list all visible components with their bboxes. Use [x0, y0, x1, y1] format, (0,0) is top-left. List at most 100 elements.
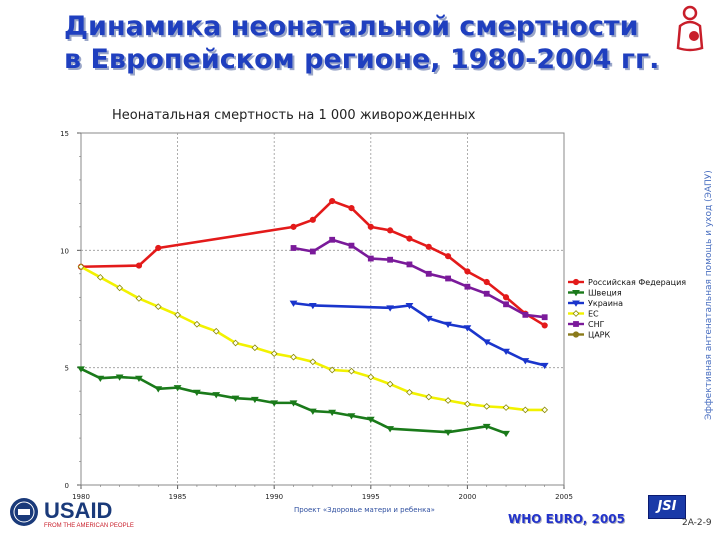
plot-area — [80, 132, 565, 486]
legend-item: ЦАРК — [568, 331, 611, 340]
data-point — [174, 311, 181, 319]
data-point — [77, 366, 85, 373]
data-point — [444, 321, 452, 328]
legend-label: Украина — [588, 299, 623, 308]
slide-code: 2A-2-9 — [682, 518, 712, 528]
data-point — [541, 406, 549, 414]
data-point — [348, 242, 355, 249]
data-point — [309, 248, 316, 255]
data-point — [444, 397, 452, 404]
data-point — [502, 294, 510, 301]
x-tick-label: 2000 — [458, 493, 476, 501]
data-point — [386, 426, 395, 433]
series-3 — [289, 300, 549, 370]
data-point — [251, 344, 259, 352]
legend-swatch-marker — [572, 290, 580, 297]
data-point — [425, 393, 433, 401]
legend-label: ЦАРК — [588, 331, 611, 340]
legend-item: Российская Федерация — [568, 278, 686, 287]
data-point — [289, 300, 298, 307]
data-point — [387, 227, 394, 234]
data-point — [77, 263, 85, 271]
y-tick-label: 5 — [65, 365, 69, 373]
x-tick-label: 1995 — [362, 493, 380, 501]
data-point — [212, 327, 220, 335]
x-tick-label: 2005 — [555, 493, 573, 501]
data-point — [521, 358, 530, 365]
data-point — [541, 314, 548, 321]
data-point — [483, 403, 491, 410]
data-point — [445, 275, 451, 282]
mother-child-logo — [672, 4, 712, 58]
data-point — [193, 389, 201, 397]
data-point — [386, 380, 394, 388]
axis-ticks: 1980 1985 1990 1995 2000 2005 0 5 10 15 — [60, 130, 573, 501]
series-2 — [77, 366, 510, 438]
data-point — [503, 301, 509, 308]
series-layer — [77, 197, 549, 438]
data-point — [309, 216, 316, 223]
data-point — [406, 388, 413, 396]
data-point — [482, 423, 491, 431]
data-point — [289, 400, 298, 407]
data-point — [116, 284, 124, 292]
footer-project: Проект «Здоровье матери и ребенка» — [294, 506, 435, 514]
data-point — [482, 339, 491, 346]
data-point — [464, 400, 471, 408]
usaid-tagline: FROM THE AMERICAN PEOPLE — [44, 523, 134, 529]
data-point — [387, 256, 394, 263]
data-point — [425, 270, 432, 277]
data-point — [367, 373, 375, 381]
data-point — [328, 366, 336, 374]
data-point — [348, 367, 355, 375]
data-point — [96, 273, 104, 281]
series-line — [293, 238, 545, 319]
y-tick-label: 0 — [65, 482, 69, 490]
data-point — [308, 302, 317, 310]
legend-item: ЕС — [568, 310, 599, 319]
data-point — [424, 315, 433, 323]
legend-label: ЕС — [588, 310, 599, 319]
series-4 — [77, 263, 549, 414]
data-point — [406, 235, 413, 242]
legend-item: СНГ — [568, 320, 605, 329]
usaid-logo: USAID FROM THE AMERICAN PEOPLE — [8, 496, 148, 534]
data-point — [154, 303, 162, 311]
data-point — [366, 416, 375, 424]
data-point — [155, 244, 162, 252]
data-point — [154, 386, 163, 393]
data-point — [250, 396, 259, 404]
x-tick-label: 1990 — [265, 493, 283, 501]
data-point — [521, 406, 529, 414]
data-point — [328, 409, 337, 416]
jsi-logo: JSI — [648, 495, 686, 519]
data-point — [96, 375, 105, 382]
data-point — [367, 223, 374, 230]
grid-lines — [81, 133, 564, 485]
slide-title: Динамика неонатальной смертности в Европ… — [64, 11, 660, 75]
data-point — [444, 429, 452, 436]
data-point — [329, 236, 336, 243]
data-point — [406, 261, 413, 268]
data-point — [231, 395, 240, 402]
data-point — [540, 362, 549, 370]
legend-item: Швеция — [568, 289, 622, 298]
data-point — [464, 283, 471, 290]
legend-swatch-marker — [572, 310, 580, 317]
data-point — [290, 223, 297, 230]
x-tick-label: 1985 — [169, 493, 187, 501]
data-point — [290, 245, 297, 251]
source-label: WHO EURO, 2005 — [508, 512, 625, 526]
data-point — [347, 413, 356, 420]
legend-swatch-marker — [572, 278, 580, 286]
data-point — [425, 243, 432, 250]
data-point — [483, 290, 490, 297]
data-point — [135, 375, 143, 382]
data-point — [483, 278, 490, 286]
data-point — [290, 353, 297, 361]
data-point — [193, 320, 201, 328]
data-point — [541, 322, 548, 329]
data-point — [502, 430, 510, 438]
y-tick-label: 10 — [60, 247, 69, 255]
